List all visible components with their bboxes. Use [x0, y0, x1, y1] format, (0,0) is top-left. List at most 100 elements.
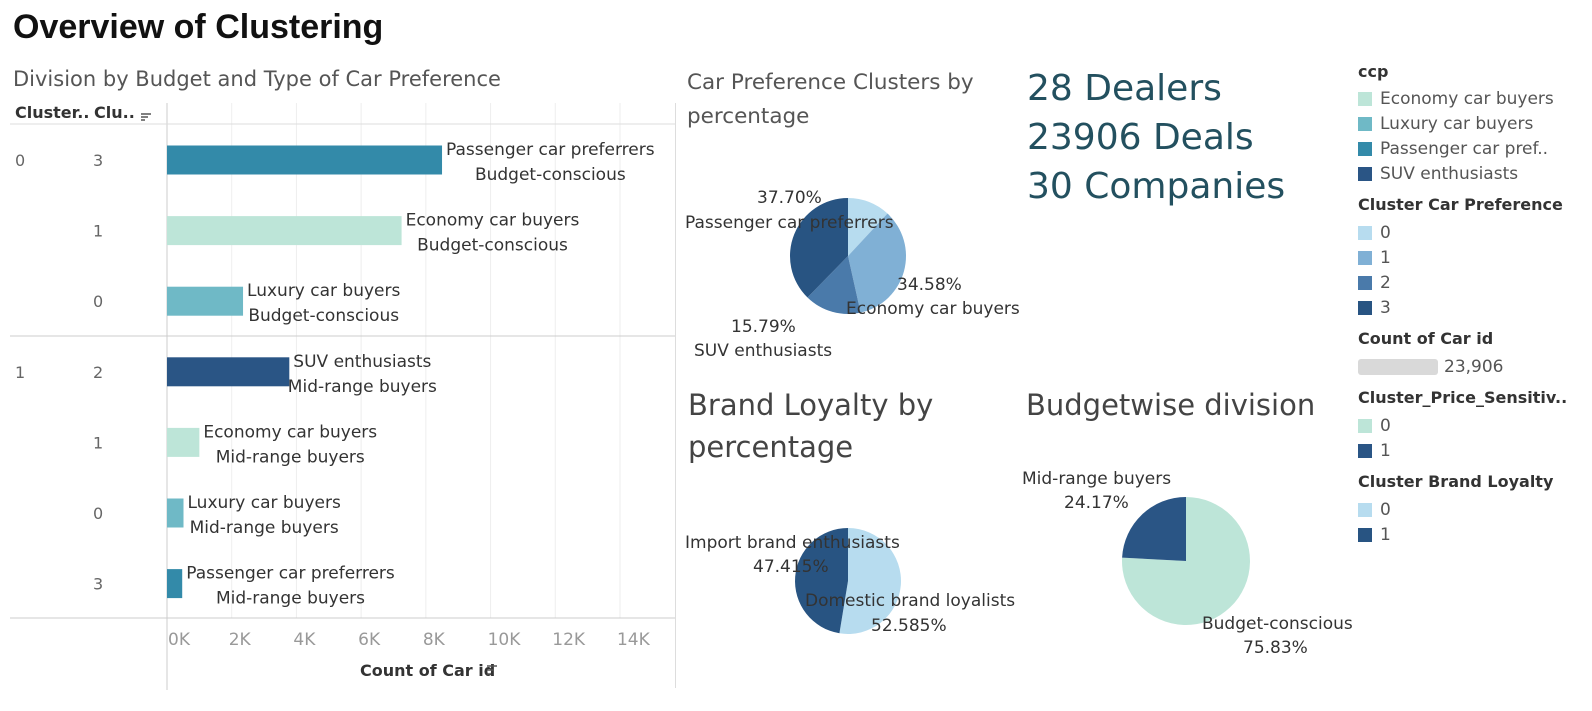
row-cluster-label: 0	[93, 292, 103, 311]
legend-item-label: 0	[1380, 415, 1391, 436]
legend-swatch	[1358, 418, 1372, 433]
legend-carpref-title: Cluster Car Preference	[1358, 195, 1563, 214]
bar[interactable]	[167, 357, 290, 387]
sort-icon[interactable]	[140, 108, 152, 121]
legend-count: 23,906	[1358, 354, 1588, 379]
legend-item-label: 0	[1380, 222, 1391, 243]
car-pref-pie[interactable]	[780, 190, 920, 325]
pie1-label-pct-suv: 15.79%	[731, 317, 796, 337]
kpi-dealers: 28 Dealers	[1027, 68, 1222, 109]
pie-slice[interactable]	[807, 256, 861, 314]
legend-item[interactable]: 1	[1358, 522, 1588, 547]
bar-label-type: Passenger car preferrers	[186, 564, 395, 584]
pie-slice[interactable]	[848, 198, 888, 256]
legend-item-label: Passenger car pref..	[1380, 138, 1549, 159]
x-tick-label: 10K	[488, 630, 522, 650]
pie-slice[interactable]	[1122, 497, 1186, 561]
x-tick-label: 0K	[168, 630, 191, 650]
bar-label-budget: Mid-range buyers	[288, 377, 437, 397]
bar-label-budget: Mid-range buyers	[216, 447, 365, 467]
bar-label-type: Economy car buyers	[406, 211, 580, 231]
bar[interactable]	[167, 145, 443, 175]
legend-swatch	[1358, 225, 1372, 240]
legend-swatch	[1358, 141, 1372, 156]
legend-item[interactable]: 2	[1358, 270, 1588, 295]
legend-item-label: 0	[1380, 499, 1391, 520]
bar-label-budget: Mid-range buyers	[216, 589, 365, 609]
legend-swatch	[1358, 300, 1372, 315]
legend-item[interactable]: 3	[1358, 295, 1588, 320]
legend-item[interactable]: Luxury car buyers	[1358, 111, 1588, 136]
brand-loyalty-pie[interactable]	[790, 525, 908, 640]
budget-pie-title: Budgetwise division	[1026, 388, 1316, 422]
legend-item-label: SUV enthusiasts	[1380, 163, 1519, 184]
legend-count-value: 23,906	[1444, 356, 1504, 377]
pie-slice[interactable]	[839, 528, 901, 634]
x-tick-label: 2K	[229, 630, 252, 650]
budgetwise-pie[interactable]	[1115, 490, 1257, 632]
legend-item[interactable]: 1	[1358, 438, 1588, 463]
x-tick-label: 12K	[552, 630, 586, 650]
pie-slice[interactable]	[790, 198, 848, 298]
x-tick-label: 4K	[293, 630, 316, 650]
legend-item-label: 1	[1380, 247, 1391, 268]
row-cluster-label: 1	[93, 433, 103, 452]
kpi-deals: 23906 Deals	[1027, 117, 1254, 158]
pie3-label-pct-budget: 75.83%	[1243, 638, 1308, 658]
bar[interactable]	[167, 286, 244, 316]
pie3-label-midrange: Mid-range buyers	[1022, 469, 1172, 489]
bar-label-budget: Mid-range buyers	[190, 518, 339, 538]
pie1-label-passenger: Passenger car preferrers	[685, 213, 894, 233]
row-group-label: 1	[15, 363, 25, 382]
bar[interactable]	[167, 498, 184, 528]
legend-item[interactable]: 1	[1358, 245, 1588, 270]
legend-swatch	[1358, 443, 1372, 458]
bar-label-type: Economy car buyers	[203, 422, 377, 442]
size-legend-swatch	[1358, 358, 1438, 375]
pie-slice[interactable]	[848, 213, 906, 313]
pie-slice[interactable]	[795, 528, 848, 634]
legend-item-label: Economy car buyers	[1380, 88, 1554, 109]
bar[interactable]	[167, 427, 200, 457]
bar[interactable]	[167, 569, 183, 599]
pie1-label-pct-passenger: 37.70%	[757, 188, 822, 208]
column-header-cluster[interactable]: Cluster..	[15, 103, 90, 122]
legend-item[interactable]: 0	[1358, 413, 1588, 438]
column-header-clu[interactable]: Clu..	[94, 103, 135, 122]
x-tick-label: 8K	[423, 630, 446, 650]
row-cluster-label: 3	[93, 151, 103, 170]
legend-item-label: 2	[1380, 272, 1391, 293]
legend-ccp: Economy car buyers Luxury car buyers Passe…	[1358, 86, 1588, 186]
legend-item[interactable]: Passenger car pref..	[1358, 136, 1588, 161]
legend-item[interactable]: 0	[1358, 497, 1588, 522]
pie2-label-domestic: Domestic brand loyalists	[805, 591, 1016, 611]
legend-ccp-title: ccp	[1358, 62, 1389, 81]
legend-brand-title: Cluster Brand Loyalty	[1358, 472, 1554, 491]
x-tick-label: 14K	[617, 630, 651, 650]
pie3-label-budget: Budget-conscious	[1202, 614, 1353, 634]
legend-item[interactable]: 0	[1358, 220, 1588, 245]
legend-item[interactable]: SUV enthusiasts	[1358, 161, 1588, 186]
legend-swatch	[1358, 275, 1372, 290]
legend-item-label: 1	[1380, 440, 1391, 461]
legend-swatch	[1358, 166, 1372, 181]
row-group-label: 0	[15, 151, 25, 170]
legend-pricesens-title: Cluster_Price_Sensitiv..	[1358, 388, 1568, 407]
bar[interactable]	[167, 216, 402, 246]
legend-item-label: Luxury car buyers	[1380, 113, 1534, 134]
dashboard-title: Overview of Clustering	[13, 8, 384, 46]
legend-swatch	[1358, 91, 1372, 106]
separator	[675, 103, 676, 688]
legend-swatch	[1358, 116, 1372, 131]
legends-panel: ccp Economy car buyers Luxury car buyers P…	[1358, 62, 1588, 547]
bar-label-budget: Budget-conscious	[475, 165, 626, 185]
row-cluster-label: 1	[93, 222, 103, 241]
pie2-label-pct-import: 47.415%	[753, 557, 829, 577]
legend-item[interactable]: Economy car buyers	[1358, 86, 1588, 111]
legend-car-preference: 0 1 2 3	[1358, 220, 1588, 320]
bar-label-type: Passenger car preferrers	[446, 140, 655, 160]
sort-icon	[487, 665, 497, 675]
legend-item-label: 3	[1380, 297, 1391, 318]
